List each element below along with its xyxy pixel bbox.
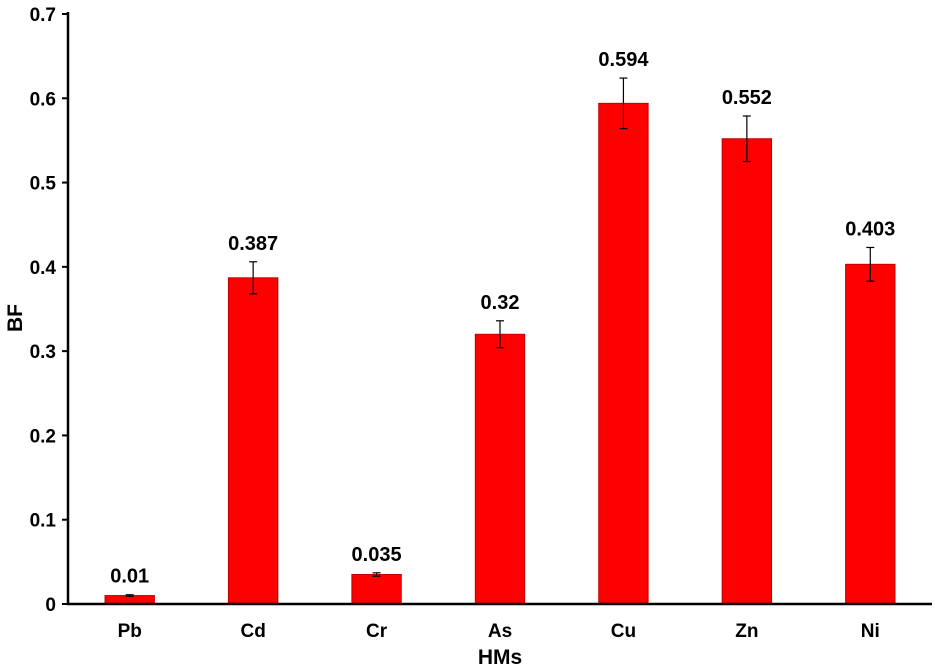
bar-ni (845, 263, 896, 605)
x-axis-title: HMs (478, 646, 522, 669)
bar-zn (721, 138, 773, 605)
data-label: 0.32 (481, 292, 520, 314)
bar-cr (351, 574, 402, 605)
data-label: 0.01 (110, 566, 149, 588)
y-tick-label: 0.7 (30, 5, 56, 26)
y-tick-label: 0 (45, 595, 56, 616)
y-axis-title: BF (4, 304, 27, 332)
y-tick-label: 0.4 (30, 258, 57, 279)
bar-cu (598, 102, 649, 605)
y-tick-label: 0.2 (30, 426, 56, 447)
plot-area: 0 0.1 0.2 0.3 0.4 0.5 0.6 0.7 0.01 Pb 0.387 Cd 0.035… (30, 5, 932, 642)
y-tick-label: 0.3 (30, 342, 56, 363)
y-tick-label: 0.1 (30, 511, 57, 532)
data-label: 0.035 (352, 544, 402, 566)
data-label: 0.387 (228, 233, 278, 255)
x-tick-label: Pb (118, 621, 142, 642)
bar-as (474, 333, 526, 605)
x-tick-label: As (488, 621, 512, 642)
x-tick-label: Ni (861, 621, 880, 642)
x-tick-label: Cd (240, 621, 265, 642)
data-label: 0.403 (845, 218, 895, 240)
x-tick-label: Cr (366, 621, 388, 642)
y-axis-title-group: BF (4, 304, 27, 332)
y-tick-label: 0.6 (30, 89, 56, 110)
data-label: 0.552 (722, 87, 772, 109)
y-tick-label: 0.5 (30, 174, 57, 195)
x-tick-label: Cu (611, 621, 636, 642)
data-label: 0.594 (598, 49, 649, 71)
bar-cd (227, 277, 279, 605)
x-tick-label: Zn (735, 621, 758, 642)
